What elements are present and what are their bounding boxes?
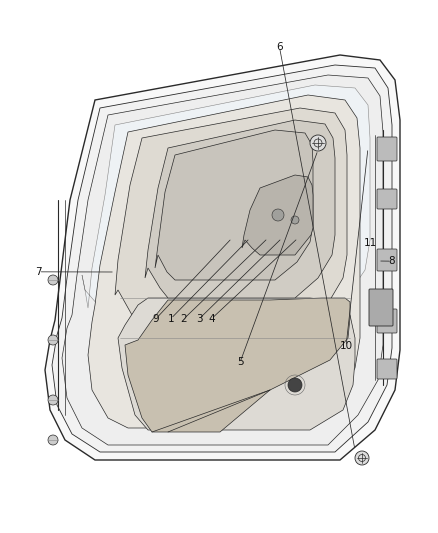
Circle shape	[48, 435, 58, 445]
Polygon shape	[82, 85, 370, 315]
Circle shape	[288, 378, 302, 392]
Circle shape	[48, 395, 58, 405]
FancyBboxPatch shape	[377, 359, 397, 379]
Circle shape	[48, 275, 58, 285]
Text: 4: 4	[208, 314, 215, 324]
Text: 6: 6	[276, 42, 283, 52]
Circle shape	[48, 335, 58, 345]
Polygon shape	[62, 75, 383, 445]
FancyBboxPatch shape	[377, 137, 397, 161]
Polygon shape	[145, 120, 335, 298]
Text: 2: 2	[180, 314, 187, 324]
Polygon shape	[45, 55, 400, 460]
Text: 5: 5	[237, 358, 244, 367]
Text: 1: 1	[167, 314, 174, 324]
FancyBboxPatch shape	[369, 289, 393, 326]
Text: 3: 3	[196, 314, 203, 324]
FancyBboxPatch shape	[377, 249, 397, 271]
Circle shape	[272, 209, 284, 221]
Text: 7: 7	[35, 267, 42, 277]
Circle shape	[355, 451, 369, 465]
Circle shape	[291, 216, 299, 224]
Polygon shape	[242, 175, 313, 255]
Text: 11: 11	[364, 238, 377, 247]
FancyBboxPatch shape	[377, 189, 397, 209]
FancyBboxPatch shape	[377, 309, 397, 333]
Polygon shape	[125, 298, 350, 432]
Polygon shape	[155, 130, 313, 280]
Text: 9: 9	[152, 314, 159, 324]
Text: 8: 8	[389, 256, 396, 266]
Polygon shape	[115, 108, 347, 328]
Polygon shape	[88, 95, 360, 428]
Polygon shape	[118, 298, 355, 430]
Circle shape	[310, 135, 326, 151]
Polygon shape	[52, 65, 392, 452]
Text: 10: 10	[339, 342, 353, 351]
